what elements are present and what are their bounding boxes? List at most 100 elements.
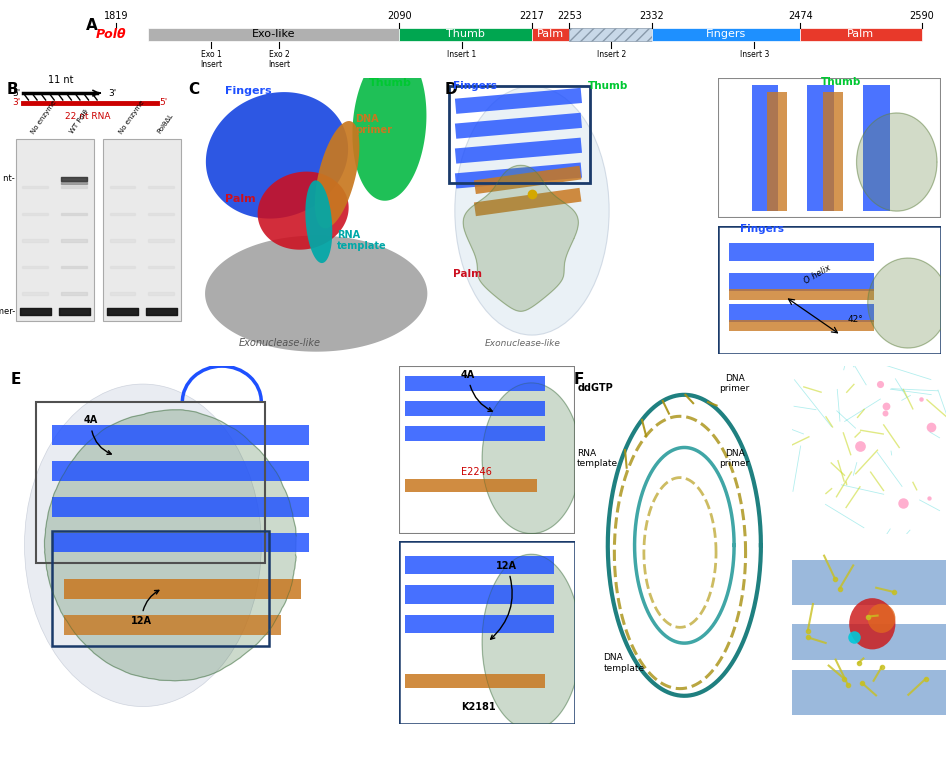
Polygon shape — [205, 92, 348, 219]
Text: Insert 2: Insert 2 — [596, 50, 626, 59]
Text: DNA
primer: DNA primer — [720, 449, 749, 468]
Text: O helix: O helix — [803, 263, 833, 286]
Bar — [801, 28, 922, 41]
Text: Exonuclease-like: Exonuclease-like — [239, 337, 320, 347]
Text: 2332: 2332 — [640, 11, 665, 21]
Text: Palm: Palm — [537, 30, 564, 39]
Bar — [455, 88, 582, 114]
Bar — [405, 426, 546, 442]
Polygon shape — [45, 410, 296, 681]
Bar — [405, 376, 546, 391]
Bar — [103, 139, 181, 321]
Bar — [52, 531, 269, 646]
Bar — [405, 401, 546, 416]
Text: 4A: 4A — [461, 370, 493, 411]
Ellipse shape — [25, 384, 262, 707]
Bar — [405, 556, 554, 574]
Bar — [399, 366, 575, 534]
Text: 2590: 2590 — [909, 11, 934, 21]
Text: D: D — [445, 82, 457, 97]
Text: PolθΔL: PolθΔL — [157, 112, 175, 135]
Text: Thumb: Thumb — [821, 77, 861, 87]
Text: RNA
template: RNA template — [337, 230, 387, 252]
Text: G: G — [797, 362, 809, 378]
Polygon shape — [305, 181, 332, 263]
Polygon shape — [258, 171, 349, 250]
Text: Exo-like: Exo-like — [252, 30, 296, 39]
Bar — [399, 541, 575, 724]
Bar — [792, 559, 946, 605]
Bar — [474, 188, 581, 217]
Ellipse shape — [849, 598, 896, 650]
Text: 42°: 42° — [847, 315, 864, 324]
Bar — [405, 615, 554, 633]
Bar — [405, 585, 554, 604]
Text: 3': 3' — [108, 89, 117, 97]
Bar — [399, 28, 532, 41]
Bar — [52, 461, 309, 481]
Bar — [792, 624, 946, 661]
Bar — [751, 85, 778, 211]
Bar — [718, 78, 941, 218]
Bar — [148, 28, 399, 41]
Bar — [652, 28, 801, 41]
Text: DNA
primer: DNA primer — [720, 374, 749, 393]
Text: Palm: Palm — [847, 30, 875, 39]
Text: F: F — [573, 372, 584, 386]
Text: Exo 1
Insert: Exo 1 Insert — [200, 50, 222, 69]
Bar — [823, 92, 844, 211]
Text: 22 nt-: 22 nt- — [0, 174, 15, 183]
Text: DNA
primer: DNA primer — [356, 114, 393, 136]
Bar — [729, 319, 875, 331]
Bar — [52, 533, 309, 552]
Text: 4A: 4A — [84, 415, 111, 454]
Text: 2217: 2217 — [519, 11, 544, 21]
Bar — [474, 166, 581, 194]
Text: Exonuclease-like: Exonuclease-like — [484, 339, 560, 348]
Bar — [729, 242, 875, 261]
Bar — [52, 497, 309, 516]
Text: 12A: 12A — [131, 590, 159, 626]
Bar — [532, 28, 570, 41]
Polygon shape — [857, 113, 937, 211]
Text: Fingers: Fingers — [706, 30, 747, 39]
Bar — [405, 674, 546, 688]
Bar — [729, 289, 875, 301]
Bar — [52, 425, 309, 445]
Bar — [449, 86, 590, 183]
Ellipse shape — [455, 86, 610, 335]
Text: K2181: K2181 — [461, 702, 495, 712]
Bar — [36, 402, 265, 563]
Bar — [570, 28, 652, 41]
Text: Palm: Palm — [224, 194, 255, 204]
Text: B: B — [7, 82, 18, 97]
Text: E2246: E2246 — [461, 467, 492, 477]
Text: No enzyme: No enzyme — [118, 99, 145, 135]
Bar — [792, 670, 946, 715]
Text: Thumb: Thumb — [446, 30, 485, 39]
Bar — [405, 479, 536, 492]
Text: DNA
template: DNA template — [603, 654, 645, 673]
Text: WT Polθ: WT Polθ — [69, 108, 90, 135]
Polygon shape — [353, 49, 426, 201]
Text: Exo 2
Insert: Exo 2 Insert — [268, 50, 290, 69]
Bar — [864, 85, 890, 211]
Text: 2253: 2253 — [557, 11, 582, 21]
Bar — [64, 615, 281, 635]
Text: 12A: 12A — [491, 561, 517, 640]
Text: 22 nt RNA: 22 nt RNA — [66, 111, 111, 121]
Text: Insert 1: Insert 1 — [447, 50, 476, 59]
Bar — [16, 139, 94, 321]
Text: 2474: 2474 — [788, 11, 813, 21]
Text: C: C — [188, 82, 199, 97]
Text: Thumb: Thumb — [588, 81, 629, 91]
Bar — [807, 85, 834, 211]
Bar — [729, 305, 875, 323]
Polygon shape — [315, 121, 359, 228]
Polygon shape — [482, 554, 581, 730]
Polygon shape — [482, 383, 581, 534]
Text: Fingers: Fingers — [740, 224, 785, 234]
Bar — [64, 580, 301, 599]
Text: Primer-: Primer- — [0, 307, 15, 316]
Text: Thumb: Thumb — [369, 78, 412, 88]
